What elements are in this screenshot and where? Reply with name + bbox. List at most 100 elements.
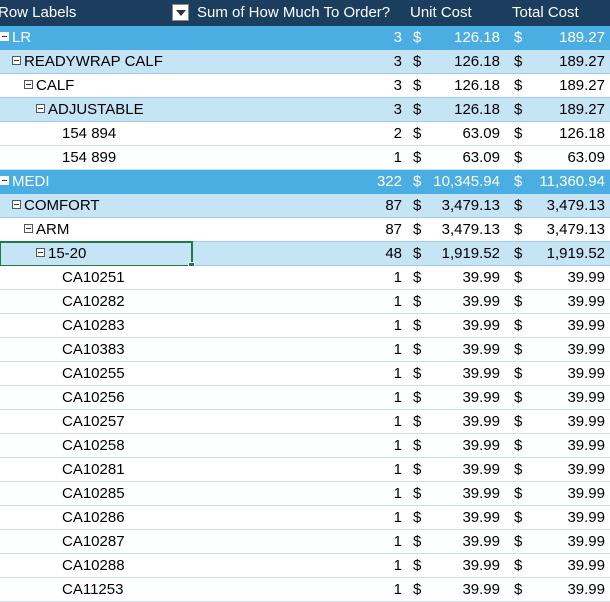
pivot-item-row[interactable]: CA10282 1 $39.99 $39.99: [0, 290, 610, 314]
qty-cell[interactable]: 48: [385, 245, 402, 262]
unit-cost-cell[interactable]: $39.99: [409, 362, 502, 385]
pivot-item-row[interactable]: CA10255 1 $39.99 $39.99: [0, 362, 610, 386]
pivot-item-row[interactable]: 154 899 1 $63.09 $63.09: [0, 146, 610, 170]
total-cost-cell[interactable]: $3,479.13: [510, 218, 607, 241]
pivot-group-row[interactable]: ARM 87 $3,479.13 $3,479.13: [0, 218, 610, 242]
unit-cost-cell[interactable]: $3,479.13: [409, 218, 502, 241]
unit-cost-cell[interactable]: $39.99: [409, 530, 502, 553]
total-cost-cell[interactable]: $39.99: [510, 314, 607, 337]
row-label-cell[interactable]: 154 899: [0, 146, 193, 169]
collapse-toggle-icon[interactable]: [36, 248, 45, 258]
row-label-cell[interactable]: CA10255: [0, 362, 193, 385]
pivot-group-row[interactable]: 15-20 48 $1,919.52 $1,919.52: [0, 241, 610, 269]
qty-cell[interactable]: 3: [393, 77, 402, 94]
total-cost-cell[interactable]: $11,360.94: [510, 170, 607, 194]
pivot-group-row[interactable]: LR 3 $126.18 $189.27: [0, 26, 610, 50]
row-label-cell[interactable]: CA10383: [0, 338, 193, 361]
total-cost-cell[interactable]: $39.99: [510, 362, 607, 385]
pivot-group-row[interactable]: READYWRAP CALF 3 $126.18 $189.27: [0, 50, 610, 74]
total-cost-cell[interactable]: $3,479.13: [510, 194, 607, 217]
pivot-item-row[interactable]: CA10251 1 $39.99 $39.99: [0, 266, 610, 290]
row-label-cell[interactable]: CA10282: [0, 290, 193, 313]
row-label-cell[interactable]: MEDI: [0, 170, 193, 194]
unit-cost-cell[interactable]: $126.18: [409, 74, 502, 97]
total-cost-cell[interactable]: $39.99: [510, 554, 607, 577]
pivot-item-row[interactable]: CA10285 1 $39.99 $39.99: [0, 482, 610, 506]
total-cost-cell[interactable]: $39.99: [510, 530, 607, 553]
total-cost-cell[interactable]: $1,919.52: [510, 242, 607, 265]
collapse-toggle-icon[interactable]: [24, 80, 33, 90]
row-label-cell[interactable]: ARM: [0, 218, 193, 241]
unit-cost-cell[interactable]: $39.99: [409, 434, 502, 457]
row-label-cell[interactable]: CA10281: [0, 458, 193, 481]
row-label-cell[interactable]: CA10288: [0, 554, 193, 577]
pivot-item-row[interactable]: CA10288 1 $39.99 $39.99: [0, 554, 610, 578]
unit-cost-cell[interactable]: $39.99: [409, 386, 502, 409]
row-label-cell[interactable]: CALF: [0, 74, 193, 97]
pivot-item-row[interactable]: 154 894 2 $63.09 $126.18: [0, 122, 610, 146]
qty-cell[interactable]: 1: [393, 365, 402, 382]
qty-cell[interactable]: 1: [393, 533, 402, 550]
pivot-item-row[interactable]: CA10283 1 $39.99 $39.99: [0, 314, 610, 338]
qty-cell[interactable]: 3: [393, 53, 402, 70]
pivot-item-row[interactable]: CA10256 1 $39.99 $39.99: [0, 386, 610, 410]
total-cost-cell[interactable]: $126.18: [510, 122, 607, 145]
unit-cost-cell[interactable]: $1,919.52: [409, 242, 502, 265]
row-label-cell[interactable]: ADJUSTABLE: [0, 98, 193, 121]
qty-cell[interactable]: 2: [393, 125, 402, 142]
pivot-group-row[interactable]: CALF 3 $126.18 $189.27: [0, 74, 610, 98]
pivot-group-row[interactable]: MEDI 322 $10,345.94 $11,360.94: [0, 170, 610, 194]
unit-cost-cell[interactable]: $39.99: [409, 458, 502, 481]
unit-cost-cell[interactable]: $39.99: [409, 338, 502, 361]
total-cost-cell[interactable]: $39.99: [510, 434, 607, 457]
unit-cost-cell[interactable]: $10,345.94: [409, 170, 502, 194]
unit-cost-cell[interactable]: $39.99: [409, 554, 502, 577]
pivot-group-row[interactable]: ADJUSTABLE 3 $126.18 $189.27: [0, 98, 610, 122]
row-label-cell[interactable]: CA10256: [0, 386, 193, 409]
unit-cost-cell[interactable]: $39.99: [409, 578, 502, 601]
qty-cell[interactable]: 1: [393, 293, 402, 310]
qty-cell[interactable]: 1: [393, 269, 402, 286]
unit-cost-cell[interactable]: $63.09: [409, 146, 502, 169]
pivot-item-row[interactable]: CA10287 1 $39.99 $39.99: [0, 530, 610, 554]
unit-cost-cell[interactable]: $3,479.13: [409, 194, 502, 217]
row-label-cell[interactable]: CA10285: [0, 482, 193, 505]
total-cost-header[interactable]: Total Cost: [512, 0, 610, 26]
total-cost-cell[interactable]: $39.99: [510, 578, 607, 601]
row-label-cell[interactable]: COMFORT: [0, 194, 193, 217]
pivot-item-row[interactable]: CA10286 1 $39.99 $39.99: [0, 506, 610, 530]
row-labels-filter-dropdown-icon[interactable]: [172, 4, 189, 21]
qty-cell[interactable]: 1: [393, 389, 402, 406]
unit-cost-cell[interactable]: $39.99: [409, 410, 502, 433]
unit-cost-header[interactable]: Unit Cost: [410, 0, 505, 26]
qty-cell[interactable]: 87: [385, 221, 402, 238]
row-label-cell[interactable]: LR: [0, 26, 193, 50]
total-cost-cell[interactable]: $189.27: [510, 50, 607, 73]
unit-cost-cell[interactable]: $126.18: [409, 50, 502, 73]
row-label-cell[interactable]: 15-20: [0, 242, 193, 265]
total-cost-cell[interactable]: $39.99: [510, 410, 607, 433]
sum-header[interactable]: Sum of How Much To Order?: [197, 0, 407, 26]
unit-cost-cell[interactable]: $39.99: [409, 482, 502, 505]
pivot-item-row[interactable]: CA10281 1 $39.99 $39.99: [0, 458, 610, 482]
row-label-cell[interactable]: 154 894: [0, 122, 193, 145]
pivot-item-row[interactable]: CA10258 1 $39.99 $39.99: [0, 434, 610, 458]
row-label-cell[interactable]: CA10287: [0, 530, 193, 553]
collapse-toggle-icon[interactable]: [36, 104, 45, 114]
total-cost-cell[interactable]: $39.99: [510, 338, 607, 361]
unit-cost-cell[interactable]: $39.99: [409, 314, 502, 337]
total-cost-cell[interactable]: $189.27: [510, 98, 607, 121]
total-cost-cell[interactable]: $39.99: [510, 266, 607, 289]
total-cost-cell[interactable]: $189.27: [510, 26, 607, 50]
qty-cell[interactable]: 1: [393, 581, 402, 598]
qty-cell[interactable]: 1: [393, 413, 402, 430]
total-cost-cell[interactable]: $39.99: [510, 482, 607, 505]
qty-cell[interactable]: 1: [393, 149, 402, 166]
unit-cost-cell[interactable]: $39.99: [409, 290, 502, 313]
qty-cell[interactable]: 1: [393, 509, 402, 526]
collapse-toggle-icon[interactable]: [0, 176, 9, 186]
unit-cost-cell[interactable]: $39.99: [409, 506, 502, 529]
qty-cell[interactable]: 1: [393, 317, 402, 334]
row-label-cell[interactable]: CA11253: [0, 578, 193, 601]
total-cost-cell[interactable]: $39.99: [510, 458, 607, 481]
